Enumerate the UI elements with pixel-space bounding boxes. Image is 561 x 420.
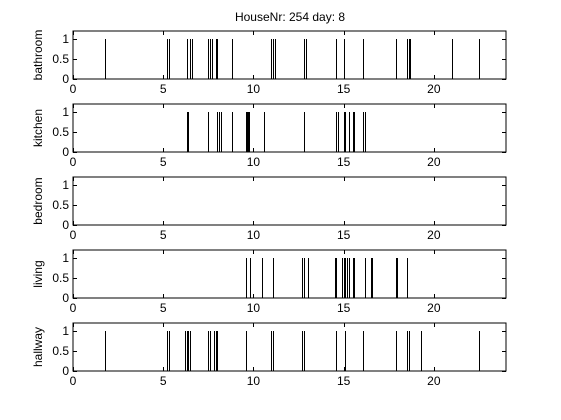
y-axis-label: hallway — [31, 327, 45, 367]
subplot-kitchen: 0 5 10 15 20 0 0.5 1 kitchen — [31, 103, 507, 169]
y-tick-label: 1 — [62, 105, 69, 119]
x-tick-label: 10 — [247, 228, 261, 242]
axes-box — [72, 249, 507, 299]
y-tick-label: 0 — [62, 145, 69, 159]
axes-box — [72, 176, 507, 226]
x-tick-label: 20 — [427, 155, 441, 169]
x-tick-label: 20 — [427, 82, 441, 96]
y-tick-label: 0 — [62, 364, 69, 378]
x-tick-label: 10 — [247, 374, 261, 388]
y-tick-label: 0 — [62, 291, 69, 305]
y-tick-label: 1 — [62, 178, 69, 192]
x-tick-label: 0 — [70, 374, 77, 388]
x-tick-label: 10 — [247, 301, 261, 315]
y-tick-label: 0.5 — [52, 52, 69, 66]
x-tick-label: 5 — [160, 155, 167, 169]
x-tick-label: 0 — [70, 155, 77, 169]
x-tick-label: 20 — [427, 374, 441, 388]
x-tick-label: 20 — [427, 228, 441, 242]
x-tick-label: 10 — [247, 82, 261, 96]
x-tick-label: 5 — [160, 82, 167, 96]
x-tick-label: 20 — [427, 301, 441, 315]
y-tick-label: 1 — [62, 324, 69, 338]
chart-title: HouseNr: 254 day: 8 — [235, 10, 345, 24]
x-tick-label: 5 — [160, 228, 167, 242]
x-tick-label: 15 — [337, 228, 351, 242]
x-tick-label: 5 — [160, 301, 167, 315]
x-tick-label: 15 — [337, 301, 351, 315]
y-tick-label: 0.5 — [52, 271, 69, 285]
subplot-bedroom: 0 5 10 15 20 0 0.5 1 bedroom — [31, 176, 507, 242]
subplot-hallway: 0 5 10 15 20 0 0.5 1 hallway — [31, 322, 507, 388]
y-axis-label: kitchen — [31, 109, 45, 147]
x-tick-label: 0 — [70, 301, 77, 315]
subplot-living: 0 5 10 15 20 0 0.5 1 living — [31, 249, 507, 315]
subplot-bathroom: 0 5 10 15 20 0 0.5 1 bathroom — [31, 30, 507, 96]
y-tick-label: 1 — [62, 251, 69, 265]
y-tick-label: 0 — [62, 218, 69, 232]
y-tick-label: 0.5 — [52, 198, 69, 212]
axes-box — [72, 322, 507, 372]
x-tick-label: 0 — [70, 228, 77, 242]
x-tick-label: 15 — [337, 374, 351, 388]
x-tick-label: 15 — [337, 82, 351, 96]
axes-box — [72, 103, 507, 153]
y-axis-label: bedroom — [31, 177, 45, 224]
y-tick-label: 0 — [62, 72, 69, 86]
y-tick-label: 0.5 — [52, 344, 69, 358]
x-tick-label: 0 — [70, 82, 77, 96]
y-tick-label: 0.5 — [52, 125, 69, 139]
y-tick-label: 1 — [62, 32, 69, 46]
x-tick-label: 10 — [247, 155, 261, 169]
axes-box — [72, 30, 507, 80]
y-axis-label: living — [31, 260, 45, 287]
x-tick-label: 15 — [337, 155, 351, 169]
x-tick-label: 5 — [160, 374, 167, 388]
y-axis-label: bathroom — [31, 30, 45, 81]
